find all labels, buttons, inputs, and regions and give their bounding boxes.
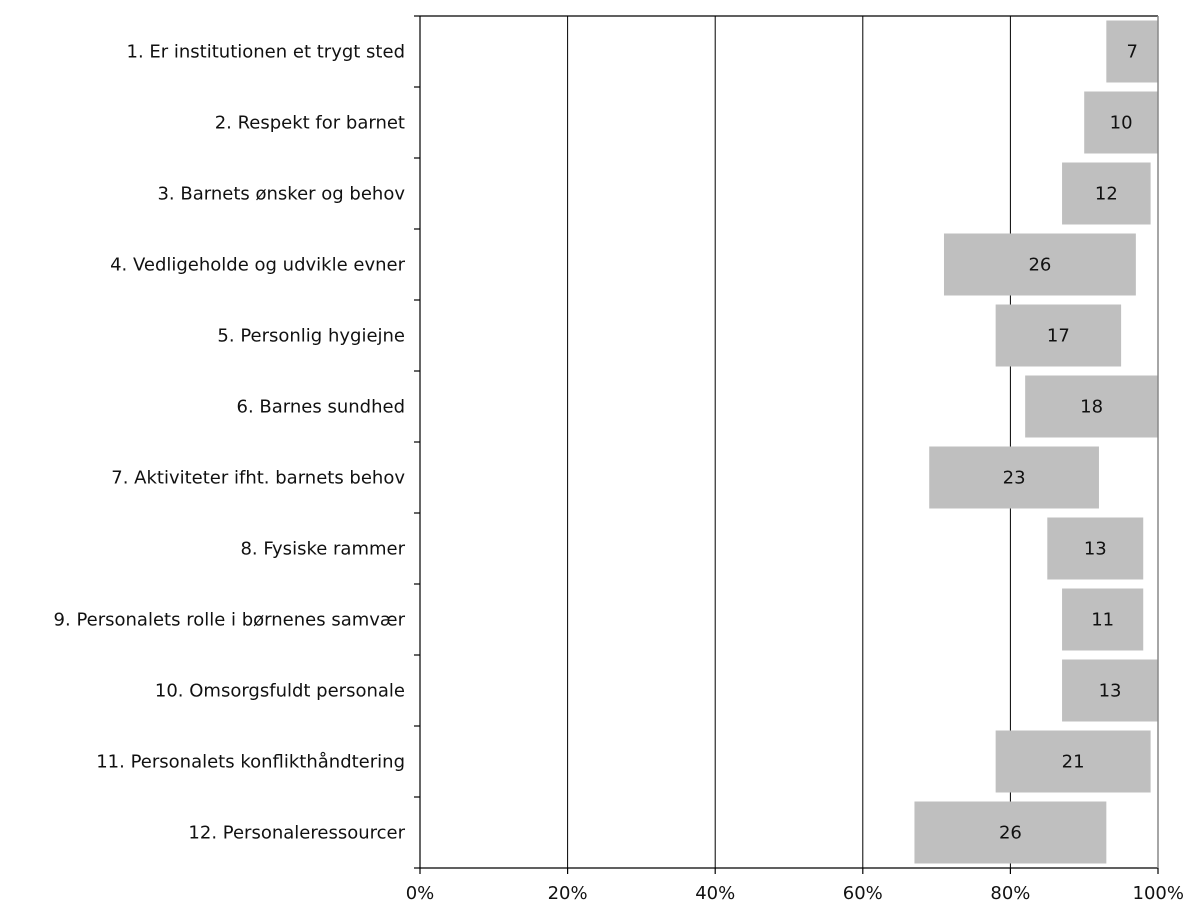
- category-label: 7. Aktiviteter ifht. barnets behov: [111, 468, 405, 489]
- plot-frame: [414, 15, 1159, 874]
- bar-value-label: 26: [999, 823, 1022, 844]
- bar: [1047, 517, 1144, 580]
- category-label: 5. Personlig hygiejne: [217, 326, 405, 347]
- bars: [914, 20, 1158, 864]
- bar: [929, 446, 1099, 509]
- bar-value-label: 13: [1084, 539, 1107, 560]
- bar: [1025, 375, 1158, 438]
- bar-value-label: 18: [1080, 397, 1103, 418]
- category-label: 6. Barnes sundhed: [237, 397, 405, 418]
- gridlines: [567, 16, 1011, 868]
- x-tick-label: 0%: [406, 883, 435, 904]
- bar-value-label: 13: [1099, 681, 1122, 702]
- category-label: 1. Er institutionen et trygt sted: [127, 42, 406, 63]
- bar: [914, 801, 1107, 864]
- bar: [1106, 20, 1158, 83]
- bar-value-label: 17: [1047, 326, 1070, 347]
- x-tick-label: 60%: [843, 883, 883, 904]
- bar: [1062, 588, 1144, 651]
- bar-value-label: 21: [1062, 752, 1085, 773]
- x-tick-label: 40%: [695, 883, 735, 904]
- bar: [1062, 659, 1158, 722]
- bar: [943, 233, 1136, 296]
- category-labels: 1. Er institutionen et trygt sted 2. Resp…: [54, 42, 406, 844]
- category-label: 3. Barnets ønsker og behov: [157, 184, 405, 205]
- bar: [995, 304, 1122, 367]
- category-label: 11. Personalets konflikthåndtering: [96, 752, 405, 773]
- x-tick-label: 100%: [1133, 883, 1184, 904]
- category-label: 4. Vedligeholde og udvikle evner: [110, 255, 406, 276]
- x-tick-labels: 0% 20% 40% 60% 80% 100%: [406, 883, 1184, 904]
- x-tick-label: 80%: [990, 883, 1030, 904]
- category-label: 10. Omsorgsfuldt personale: [155, 681, 405, 702]
- category-label: 8. Fysiske rammer: [240, 539, 405, 560]
- bar-value-label: 12: [1095, 184, 1118, 205]
- bar: [1062, 162, 1151, 225]
- bar-value-label: 7: [1126, 42, 1137, 63]
- bar: [1084, 91, 1158, 154]
- bar-value-label: 26: [1028, 255, 1051, 276]
- category-label: 2. Respekt for barnet: [215, 113, 405, 134]
- bar-value-label: 10: [1110, 113, 1133, 134]
- bar-value-label: 23: [1003, 468, 1026, 489]
- bar-value-label: 11: [1091, 610, 1114, 631]
- bar: [995, 730, 1151, 793]
- category-label: 12. Personaleressourcer: [188, 823, 405, 844]
- bar-value-labels: 7 10 12 26 17 18 23 13 11 13 21 26: [999, 42, 1138, 844]
- x-tick-label: 20%: [548, 883, 588, 904]
- category-label: 9. Personalets rolle i børnenes samvær: [54, 610, 406, 631]
